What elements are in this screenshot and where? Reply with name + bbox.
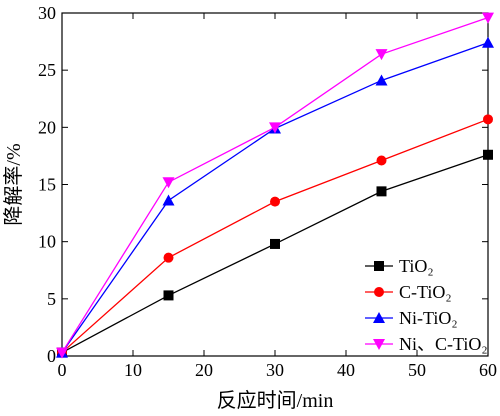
data-point	[270, 238, 280, 249]
legend-label: TiO₂	[399, 256, 434, 276]
legend-item: TiO₂	[365, 256, 434, 276]
y-tick-label: 0	[47, 346, 56, 366]
x-tick-label: 0	[58, 360, 67, 380]
legend-swatch-marker	[374, 287, 384, 297]
y-axis-ticks: 0 5 10 15 20 25 30	[38, 3, 488, 366]
y-tick-label: 10	[38, 232, 56, 252]
x-tick-label: 60	[479, 360, 497, 380]
y-tick-label: 5	[47, 289, 56, 309]
data-point	[483, 114, 493, 125]
data-point	[56, 347, 68, 359]
x-tick-label: 30	[266, 360, 284, 380]
x-axis-title: 反应时间/min	[217, 389, 334, 412]
data-point	[162, 177, 175, 189]
legend: TiO₂ C-TiO₂ Ni-TiO₂ Ni、C-TiO₂	[365, 256, 488, 354]
plot-border	[61, 12, 489, 357]
series-4	[56, 12, 494, 359]
series-layer	[56, 12, 494, 359]
y-tick-label: 20	[38, 117, 56, 137]
legend-item: Ni-TiO₂	[365, 308, 458, 328]
legend-item: C-TiO₂	[365, 282, 452, 302]
y-axis-title: 降解率/%	[2, 143, 25, 225]
x-tick-label: 50	[408, 360, 426, 380]
y-tick-label: 25	[38, 60, 56, 80]
x-tick-label: 10	[124, 360, 142, 380]
data-point	[375, 49, 388, 61]
legend-swatch-marker	[373, 339, 385, 350]
x-tick-label: 20	[195, 360, 213, 380]
legend-label: C-TiO₂	[399, 282, 452, 302]
series-line	[61, 16, 489, 353]
legend-label: Ni-TiO₂	[399, 308, 458, 328]
data-point	[163, 252, 174, 263]
data-point	[483, 149, 493, 160]
data-point	[376, 186, 387, 197]
data-point	[162, 194, 175, 206]
data-point	[270, 196, 280, 207]
y-tick-label: 30	[38, 3, 56, 23]
data-point	[376, 155, 387, 166]
plot-frame	[61, 12, 489, 357]
legend-item: Ni、C-TiO₂	[365, 334, 488, 354]
data-point	[163, 290, 174, 301]
data-point	[482, 36, 494, 48]
data-point	[482, 12, 494, 24]
data-point	[375, 74, 388, 86]
x-tick-label: 40	[337, 360, 355, 380]
legend-swatch-marker	[373, 312, 385, 323]
x-axis-ticks: 0 10 20 30 40 50 60	[58, 13, 497, 380]
legend-swatch-marker	[374, 261, 384, 271]
y-tick-label: 15	[38, 175, 56, 195]
data-point	[269, 122, 281, 134]
legend-label: Ni、C-TiO₂	[399, 334, 488, 354]
